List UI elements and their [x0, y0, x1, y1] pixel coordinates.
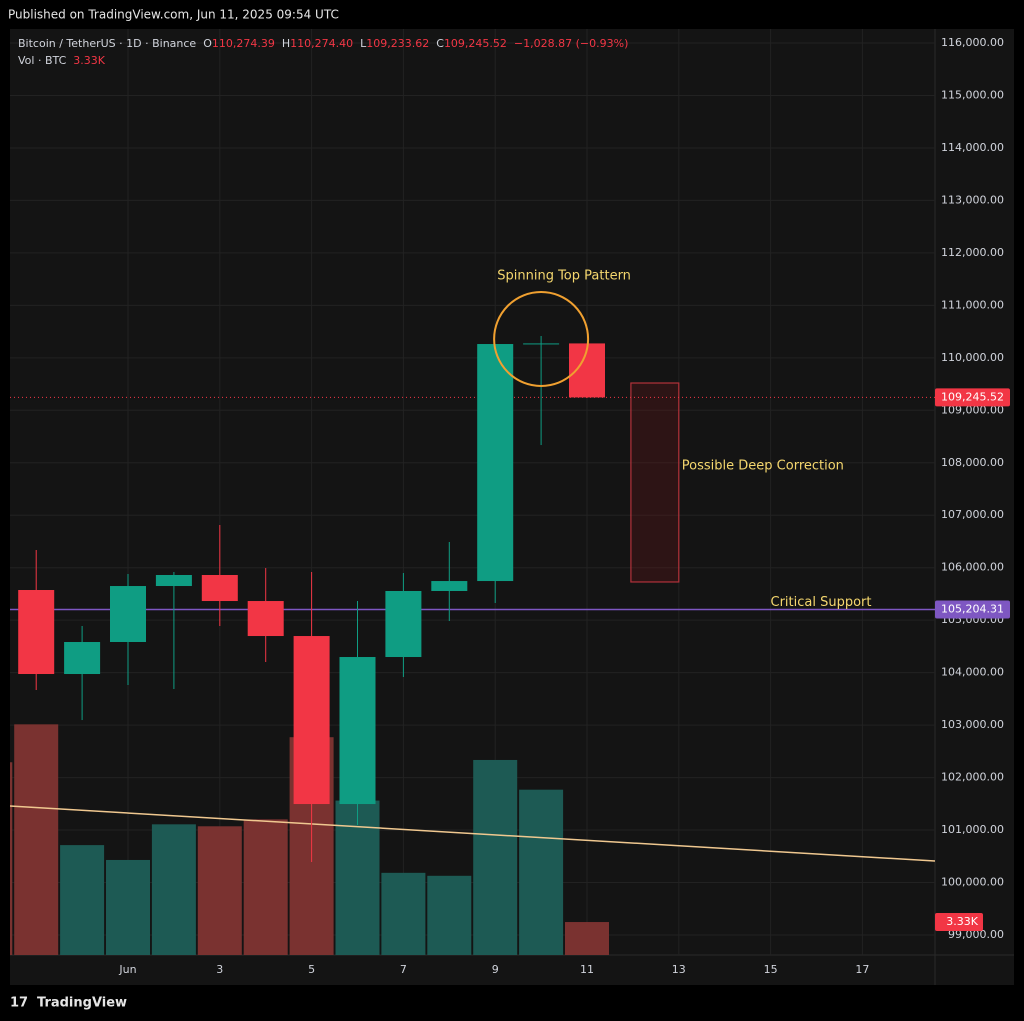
y-tick-label: 116,000.00 [941, 36, 1004, 49]
price-badge [935, 600, 1010, 619]
annotation: Critical Support [771, 595, 872, 610]
x-tick-label: 7 [400, 963, 407, 976]
logo-mark: 𝟭𝟳 [10, 996, 28, 1011]
y-tick-label: 106,000.00 [941, 561, 1004, 574]
y-tick-label: 103,000.00 [941, 718, 1004, 731]
y-tick-label: 110,000.00 [941, 351, 1004, 364]
trend-line [10, 805, 935, 862]
y-tick-label: 113,000.00 [941, 193, 1004, 206]
volume-bar [519, 789, 564, 955]
volume-bar [60, 845, 105, 955]
volume-bar [197, 826, 242, 955]
candle-body [523, 343, 560, 345]
volume-bar [381, 872, 426, 955]
legend-item: 110,274.40 [290, 37, 353, 50]
x-tick-label: 9 [492, 963, 499, 976]
volume-bar [14, 724, 59, 955]
y-tick-label: 99,000.00 [948, 928, 1004, 941]
pattern-circle [493, 290, 590, 387]
volume-bar [106, 859, 150, 955]
plot-area [10, 29, 935, 955]
legend-item: 110,274.39 [212, 37, 275, 50]
candle-body [247, 601, 284, 637]
legend-item: −1,028.87 (−0.93%) [514, 37, 628, 50]
x-tick-label: 3 [216, 963, 223, 976]
candle-body [155, 574, 192, 587]
candle-body [339, 657, 376, 805]
x-tick-label: Jun [118, 963, 136, 976]
candle-body [201, 574, 238, 602]
volume-bar [473, 759, 518, 955]
legend-item: L [360, 37, 367, 50]
legend-item: 109,233.62 [366, 37, 429, 50]
legend-line: Vol · BTC 3.33K [18, 54, 106, 67]
volume-bar [10, 762, 13, 955]
candle-body [293, 636, 330, 805]
annotation: Spinning Top Pattern [497, 269, 631, 284]
volume-badge [935, 913, 983, 932]
legend-item: O [203, 37, 212, 50]
x-tick-label: 11 [580, 963, 594, 976]
legend-item: 3.33K [73, 54, 105, 67]
correction-box [630, 382, 680, 583]
volume-bar [243, 819, 288, 955]
volume-bar [427, 875, 472, 955]
y-tick-label: 108,000.00 [941, 456, 1004, 469]
price-badge-label: 105,204.31 [941, 602, 1004, 615]
legend-item: Vol · BTC [18, 54, 67, 67]
brand: TradingView [37, 996, 127, 1011]
y-tick-label: 109,000.00 [941, 403, 1004, 416]
x-tick-label: 15 [764, 963, 778, 976]
y-tick-label: 114,000.00 [941, 141, 1004, 154]
y-tick-label: 112,000.00 [941, 246, 1004, 259]
y-tick-label: 115,000.00 [941, 88, 1004, 101]
y-tick-label: 111,000.00 [941, 298, 1004, 311]
candle-body [110, 586, 146, 643]
legend-item: H [282, 37, 290, 50]
legend-item: 109,245.52 [444, 37, 507, 50]
candle-body [477, 344, 514, 582]
x-tick-label: 17 [855, 963, 869, 976]
x-tick-label: 13 [672, 963, 686, 976]
candle-body [64, 642, 101, 675]
volume-badge-label: 3.33K [946, 915, 978, 928]
legend-item: Bitcoin / TetherUS · 1D · Binance [18, 37, 196, 50]
y-tick-label: 107,000.00 [941, 508, 1004, 521]
candle-body [431, 581, 468, 592]
y-tick-label: 104,000.00 [941, 666, 1004, 679]
legend-line: Bitcoin / TetherUS · 1D · Binance O110,27… [18, 37, 628, 50]
legend-item: C [436, 37, 444, 50]
price-badge [935, 388, 1010, 407]
price-badge-label: 109,245.52 [941, 390, 1004, 403]
published-text: Published on TradingView.com, Jun 11, 20… [8, 8, 339, 22]
annotation: Possible Deep Correction [682, 459, 844, 474]
candle-body [385, 591, 422, 658]
candle-body [18, 590, 55, 675]
volume-bar [151, 824, 196, 955]
y-tick-label: 101,000.00 [941, 823, 1004, 836]
volume-bar [565, 922, 609, 955]
x-tick-label: 5 [308, 963, 315, 976]
y-tick-label: 102,000.00 [941, 771, 1004, 784]
overlay: 99,000.00 100,000.00 101,000.00 102,000.00 1… [18, 36, 1010, 976]
y-tick-label: 100,000.00 [941, 876, 1004, 889]
